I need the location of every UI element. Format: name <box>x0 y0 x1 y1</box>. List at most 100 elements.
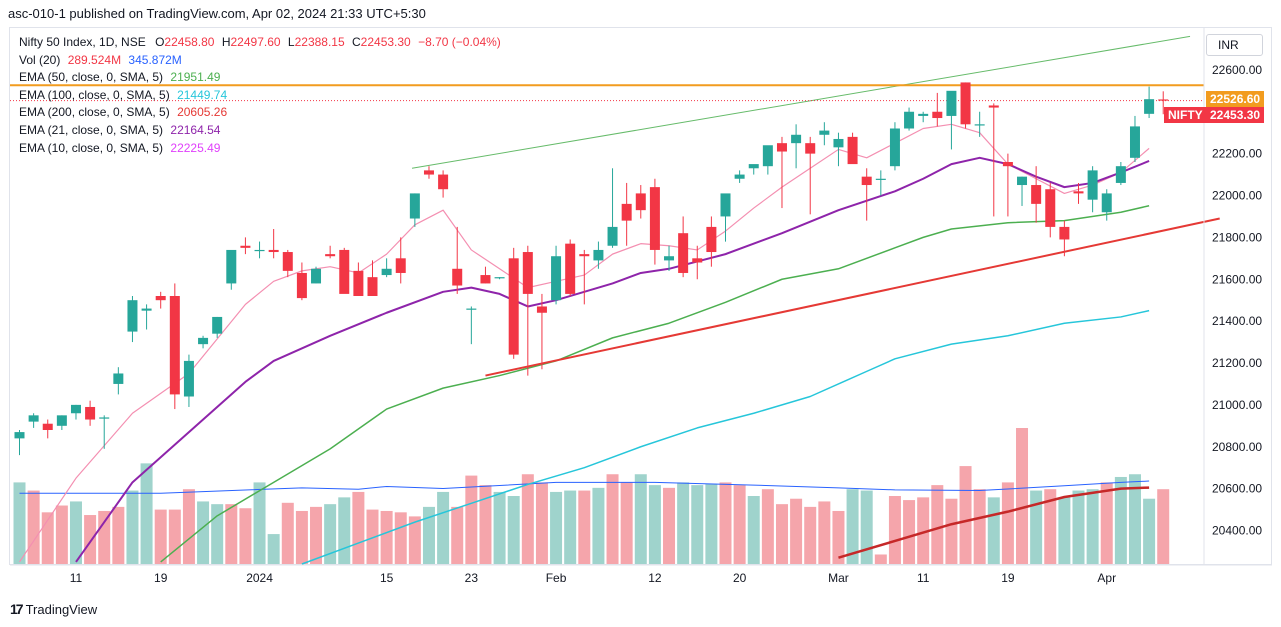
time-axis[interactable]: 11 19 2024 15 23 Feb 12 20 Mar 11 19 Apr <box>10 564 1272 585</box>
candle-body <box>113 373 124 384</box>
volume-bar <box>535 482 548 564</box>
last-price-tag: 22453.30 <box>1206 107 1265 123</box>
price-tick-label: 22200.00 <box>1212 147 1262 161</box>
currency-button[interactable]: INR <box>1206 34 1263 56</box>
volume-bar <box>747 496 760 564</box>
volume-value: 289.524M <box>67 52 122 67</box>
candle-body <box>466 308 477 310</box>
volume-bar <box>465 475 478 564</box>
candle-body <box>141 308 152 311</box>
volume-bar <box>55 505 68 564</box>
candle-body <box>296 272 307 299</box>
candle-body <box>99 417 110 419</box>
candle-body <box>1031 185 1042 204</box>
candle-body <box>226 249 237 284</box>
ema-line <box>160 205 1150 563</box>
candle-body <box>805 143 816 154</box>
candle-body <box>1115 166 1126 183</box>
volume-bar <box>253 482 266 564</box>
legend-volume-row[interactable]: Vol (20) 289.524M 345.872M <box>19 52 501 70</box>
volume-bar <box>310 506 323 564</box>
volume-bar <box>874 554 887 564</box>
volume-bar <box>846 489 859 564</box>
legend-ema50-row[interactable]: EMA (50, close, 0, SMA, 5) 21951.49 <box>19 70 221 85</box>
volume-bar <box>154 509 167 564</box>
candle-body <box>127 300 138 332</box>
candle-body <box>1129 126 1140 158</box>
legend-main-row[interactable]: Nifty 50 Index, 1D, NSE O22458.80 H22497… <box>19 34 501 52</box>
volume-bar <box>69 501 82 564</box>
candle-body <box>664 256 675 261</box>
time-tick-label: Mar <box>828 571 849 585</box>
candle-body <box>960 82 971 125</box>
volume-label: Vol (20) <box>19 52 61 67</box>
volume-bar <box>27 490 40 564</box>
candle-body <box>85 406 96 420</box>
ema-line <box>838 486 1150 559</box>
legend-ema21-row[interactable]: EMA (21, close, 0, SMA, 5) 22164.54 <box>19 122 221 137</box>
volume-bar <box>507 496 520 564</box>
volume-bar <box>860 490 873 564</box>
tradingview-logo-icon: 17 <box>10 601 24 617</box>
candle-body <box>861 176 872 186</box>
candle-body <box>988 105 999 108</box>
price-tick-label: 21200.00 <box>1212 356 1262 370</box>
volume-bar <box>1157 489 1170 564</box>
volume-bar <box>182 489 195 564</box>
volume-bar <box>1128 474 1141 564</box>
price-tick-label: 20800.00 <box>1212 440 1262 454</box>
price-tick-label: 22600.00 <box>1212 63 1262 77</box>
volume-bar <box>550 491 563 564</box>
volume-bar <box>1016 428 1029 564</box>
time-tick-label: Apr <box>1097 571 1116 585</box>
volume-bar <box>578 490 591 564</box>
volume-bar <box>267 534 280 564</box>
candle-body <box>56 415 67 426</box>
candle-body <box>762 145 773 167</box>
price-tick-label: 21000.00 <box>1212 398 1262 412</box>
volume-bar <box>761 489 774 564</box>
volume-bar <box>959 466 972 564</box>
time-tick-label: 23 <box>465 571 479 585</box>
candle-body <box>395 258 406 273</box>
legend-ema100-row[interactable]: EMA (100, close, 0, SMA, 5) 21449.74 <box>19 87 228 102</box>
volume-bar <box>648 485 661 564</box>
volume-sma-value: 345.872M <box>128 52 182 67</box>
time-tick-label: 11 <box>917 571 930 585</box>
price-tick-label: 21400.00 <box>1212 314 1262 328</box>
volume-bar <box>634 474 647 564</box>
volume-bar <box>197 501 210 564</box>
volume-bar <box>338 497 351 564</box>
volume-bar <box>804 506 817 564</box>
time-tick-label: 19 <box>154 571 168 585</box>
tradingview-logo[interactable]: 17 TradingView <box>10 601 97 617</box>
candle-body <box>706 226 717 253</box>
volume-bar <box>719 482 732 564</box>
volume-sma-line <box>19 480 1150 494</box>
candle-body <box>282 252 293 271</box>
volume-bar <box>931 485 944 564</box>
candle-body <box>1073 191 1084 194</box>
legend-ema200-row[interactable]: EMA (200, close, 0, SMA, 5) 20605.26 <box>19 105 228 120</box>
volume-bar <box>1072 490 1085 564</box>
chart-legend: Nifty 50 Index, 1D, NSE O22458.80 H22497… <box>19 34 501 157</box>
volume-bar <box>564 490 577 564</box>
candle-body <box>381 268 392 276</box>
candle-body <box>918 113 929 116</box>
candle-body <box>240 245 251 248</box>
volume-bar <box>239 508 252 564</box>
volume-bar <box>775 504 788 564</box>
ema-line <box>301 309 1150 565</box>
candle-body <box>1144 99 1155 114</box>
price-tick-label: 21600.00 <box>1212 272 1262 286</box>
candle-body <box>678 233 689 273</box>
volume-bar <box>168 509 181 564</box>
candle-body <box>607 226 618 246</box>
volume-bar <box>945 498 958 564</box>
candle-body <box>494 277 505 279</box>
ohlc-low: L22388.15 <box>287 35 345 49</box>
legend-ema10-row[interactable]: EMA (10, close, 0, SMA, 5) 22225.49 <box>19 140 221 155</box>
candle-body <box>42 423 53 430</box>
symbol-title: Nifty 50 Index, 1D, NSE <box>19 35 146 49</box>
